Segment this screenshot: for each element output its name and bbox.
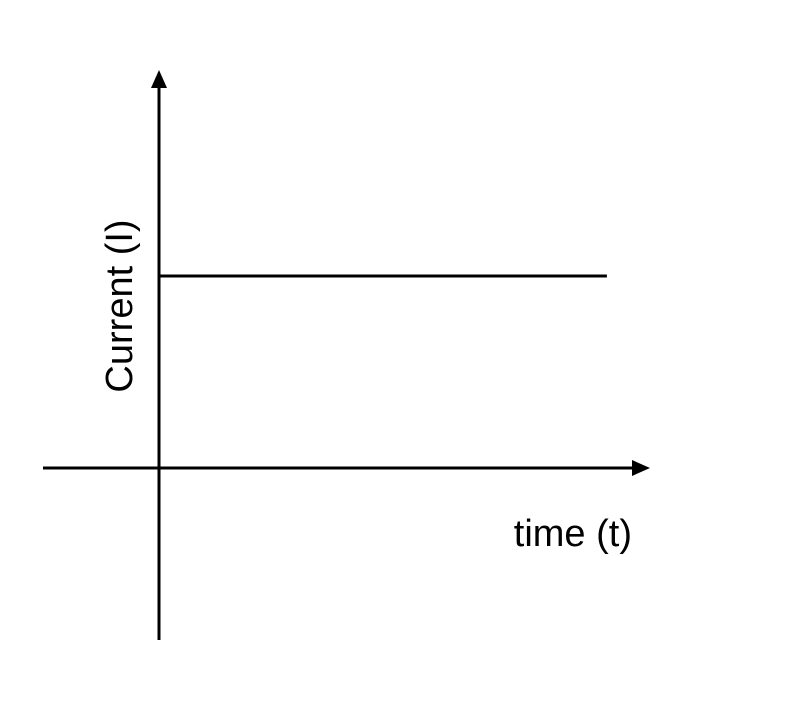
y-axis-arrow-icon [151,70,167,88]
y-axis-label: Current (I) [99,219,141,392]
x-axis-label: time (t) [514,513,632,555]
x-axis-arrow-icon [632,460,650,476]
